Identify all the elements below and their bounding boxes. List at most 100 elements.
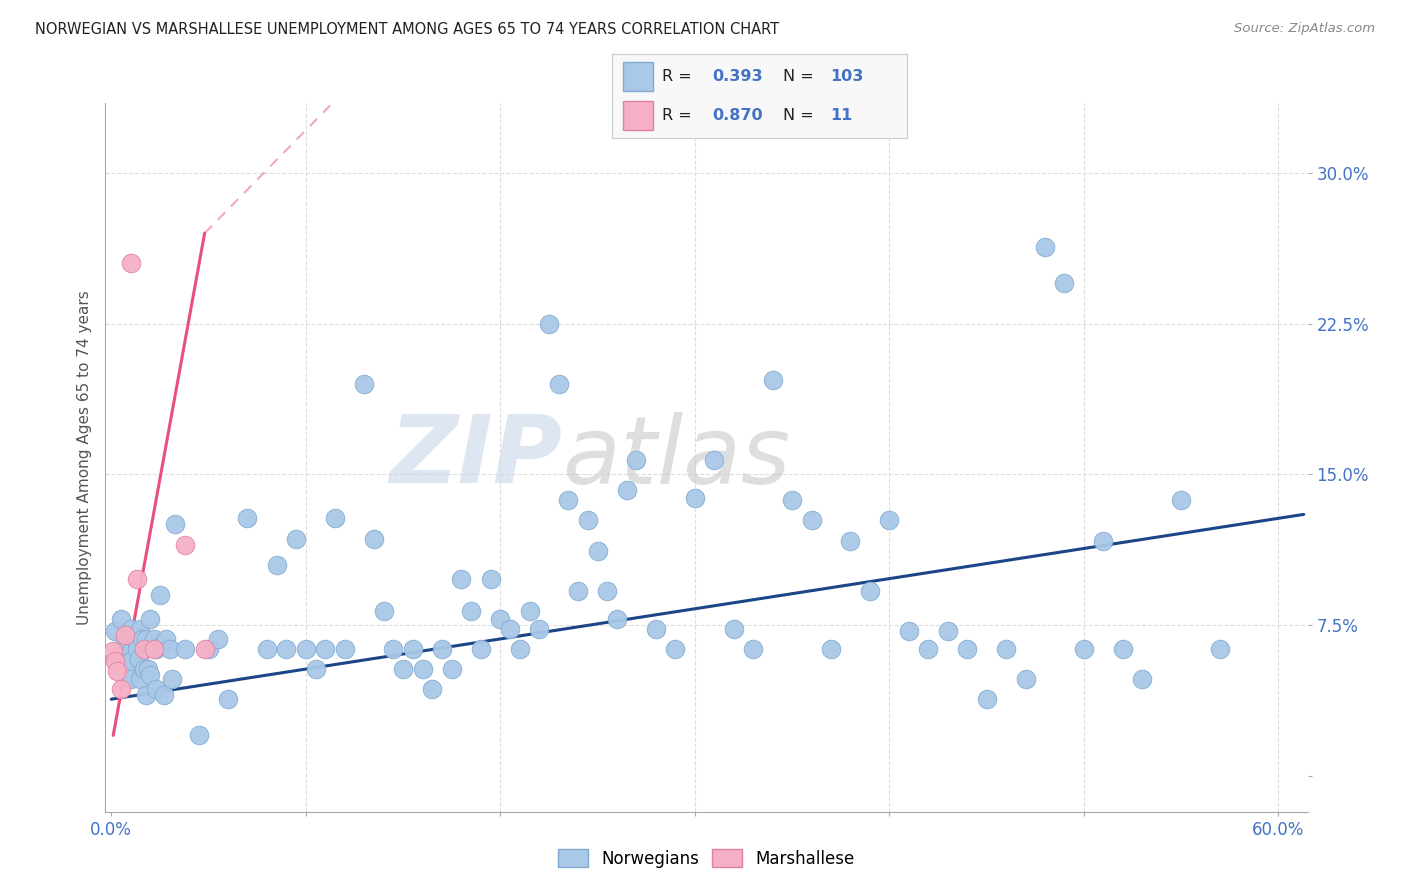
- Point: [392, 662, 415, 676]
- Point: [626, 453, 648, 467]
- Bar: [623, 62, 652, 91]
- Point: [956, 642, 979, 657]
- Point: [114, 628, 136, 642]
- Point: [723, 622, 745, 636]
- Legend: Norwegians, Marshallese: Norwegians, Marshallese: [551, 843, 862, 874]
- Point: [567, 583, 589, 598]
- Point: [557, 493, 579, 508]
- Point: [1033, 240, 1056, 254]
- Point: [125, 572, 148, 586]
- Point: [547, 376, 569, 391]
- Point: [104, 624, 127, 638]
- Point: [333, 642, 356, 657]
- Point: [683, 491, 706, 506]
- Text: NORWEGIAN VS MARSHALLESE UNEMPLOYMENT AMONG AGES 65 TO 74 YEARS CORRELATION CHAR: NORWEGIAN VS MARSHALLESE UNEMPLOYMENT AM…: [35, 22, 779, 37]
- Point: [197, 642, 219, 657]
- Point: [120, 622, 142, 636]
- Point: [995, 642, 1018, 657]
- Point: [131, 632, 153, 646]
- Point: [703, 453, 725, 467]
- Point: [1092, 533, 1115, 548]
- Point: [440, 662, 463, 676]
- Point: [762, 373, 785, 387]
- Point: [839, 533, 862, 548]
- Point: [820, 642, 842, 657]
- Point: [976, 692, 998, 706]
- Point: [1014, 672, 1036, 686]
- Point: [450, 572, 472, 586]
- Point: [143, 632, 166, 646]
- Point: [430, 642, 453, 657]
- Point: [129, 672, 152, 686]
- Point: [596, 583, 619, 598]
- Point: [314, 642, 336, 657]
- Point: [353, 376, 375, 391]
- Point: [529, 622, 551, 636]
- Point: [917, 642, 939, 657]
- Point: [285, 532, 308, 546]
- Text: N =: N =: [783, 108, 818, 123]
- Bar: [623, 101, 652, 130]
- Point: [120, 256, 142, 270]
- Point: [859, 583, 882, 598]
- Point: [103, 644, 125, 658]
- Point: [537, 317, 560, 331]
- Point: [120, 672, 142, 686]
- Point: [128, 652, 150, 666]
- Point: [1170, 493, 1192, 508]
- Point: [1130, 672, 1153, 686]
- Text: 11: 11: [830, 108, 852, 123]
- Point: [114, 632, 136, 646]
- Text: atlas: atlas: [562, 411, 790, 503]
- Point: [412, 662, 434, 676]
- Point: [143, 642, 166, 657]
- Text: Source: ZipAtlas.com: Source: ZipAtlas.com: [1234, 22, 1375, 36]
- Point: [129, 622, 152, 636]
- Point: [159, 642, 181, 657]
- Point: [165, 517, 187, 532]
- Point: [145, 682, 167, 697]
- Point: [187, 728, 209, 742]
- Point: [742, 642, 765, 657]
- Point: [139, 668, 162, 682]
- Point: [155, 632, 177, 646]
- Point: [1073, 642, 1095, 657]
- Point: [519, 604, 541, 618]
- Point: [135, 688, 157, 702]
- Point: [174, 537, 197, 551]
- Point: [420, 682, 443, 697]
- Point: [1112, 642, 1135, 657]
- Point: [125, 642, 148, 657]
- Point: [135, 632, 157, 646]
- Point: [1209, 642, 1232, 657]
- Point: [105, 664, 128, 678]
- Point: [276, 642, 298, 657]
- Point: [150, 638, 173, 652]
- Point: [145, 642, 167, 657]
- Point: [402, 642, 425, 657]
- Point: [110, 612, 132, 626]
- Point: [879, 513, 901, 527]
- Text: 103: 103: [830, 69, 863, 84]
- Text: ZIP: ZIP: [389, 411, 562, 503]
- Point: [373, 604, 395, 618]
- Point: [509, 642, 531, 657]
- Point: [499, 622, 522, 636]
- Text: N =: N =: [783, 69, 818, 84]
- Point: [134, 642, 156, 657]
- Point: [323, 511, 346, 525]
- Point: [124, 632, 146, 646]
- Point: [266, 558, 288, 572]
- Point: [207, 632, 229, 646]
- Point: [664, 642, 686, 657]
- Point: [160, 672, 183, 686]
- Point: [153, 688, 176, 702]
- Text: R =: R =: [662, 108, 697, 123]
- Point: [256, 642, 278, 657]
- Point: [645, 622, 668, 636]
- Point: [363, 532, 385, 546]
- Point: [174, 642, 197, 657]
- Text: 0.870: 0.870: [711, 108, 762, 123]
- Point: [236, 511, 259, 525]
- Point: [304, 662, 326, 676]
